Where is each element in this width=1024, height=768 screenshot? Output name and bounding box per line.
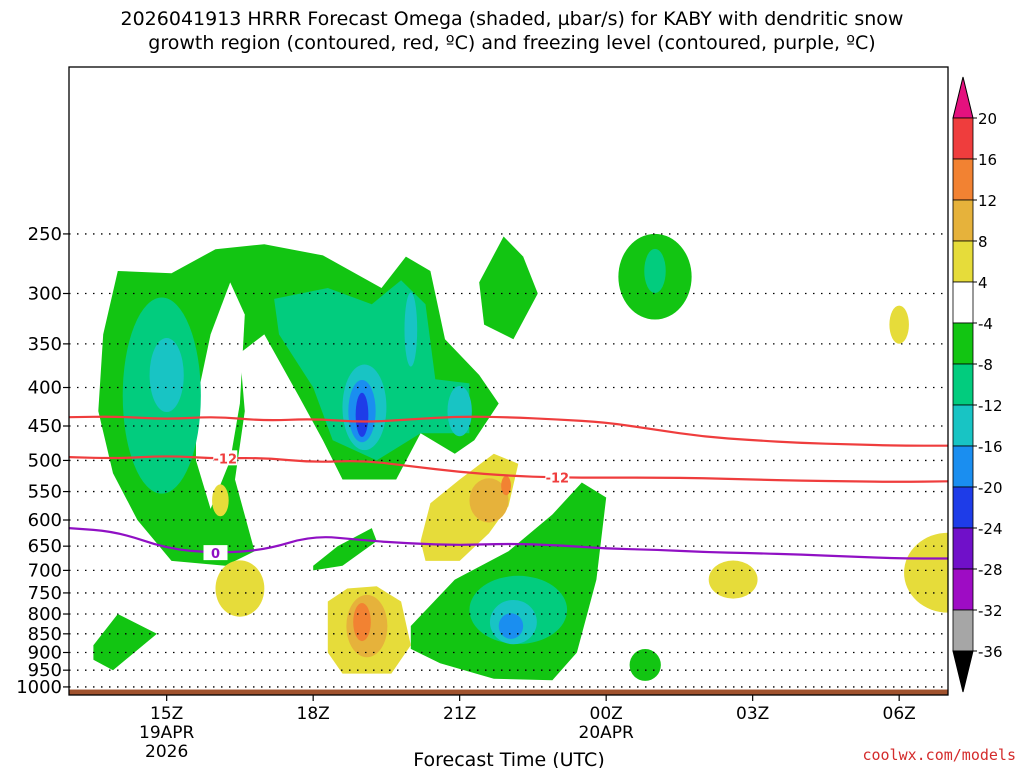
subsidence-12-19z	[353, 603, 371, 642]
colorbar-segment	[952, 486, 974, 529]
y-axis: 2503003504004505005506006507007508008509…	[16, 224, 69, 698]
subsidence-8-21z	[469, 478, 509, 523]
y-tick-label: 900	[28, 643, 62, 664]
colorbar-tick-label: -16	[978, 438, 1003, 456]
contour-label-bg	[213, 450, 238, 466]
colorbar-tick-label: -20	[978, 479, 1003, 497]
omega-minus16-east	[447, 385, 472, 437]
colorbar-segment	[952, 568, 974, 611]
y-tick-label: 700	[28, 560, 62, 581]
omega-minus24-core	[355, 392, 369, 438]
y-tick-label: 850	[28, 624, 62, 645]
colorbar-segment	[952, 199, 974, 242]
colorbar-tick-label: -32	[978, 602, 1003, 620]
colorbar-tick-label: -28	[978, 561, 1003, 579]
colorbar-segment	[952, 240, 974, 283]
x-tick-label: 18Z	[297, 704, 330, 724]
ground-layer	[69, 689, 948, 695]
colorbar-tick-label: 20	[978, 110, 997, 128]
ascent-patch-18z	[313, 528, 377, 571]
contour-label: -12	[214, 452, 238, 467]
colorbar-bottom-arrow	[952, 650, 974, 693]
colorbar-segment	[952, 404, 974, 447]
subsidence-patch-06z	[889, 305, 909, 344]
y-tick-label: 450	[28, 416, 62, 437]
contour-label: -12	[546, 472, 570, 487]
y-tick-label: 800	[28, 604, 62, 625]
red-contour-line	[69, 455, 948, 483]
ground-surface	[69, 689, 948, 695]
ascent-patch-lower-west	[93, 614, 157, 671]
colorbar-segment	[952, 281, 974, 324]
omega-minus16-upper	[404, 292, 418, 367]
x-tick-label: 15Z	[150, 704, 183, 724]
colorbar-tick-label: -12	[978, 397, 1003, 415]
colorbar-segment	[952, 117, 974, 160]
y-tick-label: 950	[28, 660, 62, 681]
colorbar-tick-label: 12	[978, 192, 997, 210]
colorbar-segment	[952, 445, 974, 488]
colorbar-tick-label: 4	[978, 274, 988, 292]
colorbar-tick-label: -4	[978, 315, 993, 333]
ascent-patch-upper-east	[479, 236, 538, 340]
colorbar-tick-label: -24	[978, 520, 1003, 538]
weak-omega-pocket	[196, 282, 245, 509]
x-tick-date-label: 2026	[145, 742, 188, 762]
colorbar-tick-label: -8	[978, 356, 993, 374]
purple-contour-line	[69, 527, 948, 560]
x-tick-label: 00Z	[590, 704, 623, 724]
y-tick-label: 250	[28, 224, 62, 245]
colorbar-segment	[952, 527, 974, 570]
subsidence-patch-17z	[215, 560, 265, 617]
y-tick-label: 1000	[16, 677, 62, 698]
ascent-patch-small	[629, 649, 661, 681]
colorbar-top-arrow	[952, 76, 974, 119]
omega-minus12-00z	[644, 248, 666, 294]
red-contour-line	[69, 415, 948, 447]
y-tick-label: 600	[28, 510, 62, 531]
contour-label: 0	[211, 547, 220, 562]
y-tick-label: 750	[28, 583, 62, 604]
subsidence-patch-01z	[708, 560, 758, 599]
colorbar: 20 16 12 8 4 -4 -8 -12 -16 -20 -24 -28 -32 -36	[952, 76, 1003, 693]
colorbar-segment	[952, 363, 974, 406]
contour-label-bg	[545, 469, 570, 485]
watermark: coolwx.com/models	[862, 746, 1016, 764]
y-tick-label: 500	[28, 450, 62, 471]
x-tick-label: 03Z	[736, 704, 769, 724]
x-axis-label: Forecast Time (UTC)	[413, 749, 604, 768]
y-tick-label: 350	[28, 334, 62, 355]
colorbar-tick-label: 8	[978, 233, 988, 251]
omega-shading	[93, 233, 948, 681]
colorbar-tick-label: 16	[978, 151, 997, 169]
contour-label-bg	[203, 545, 228, 561]
y-tick-label: 650	[28, 536, 62, 557]
y-tick-label: 550	[28, 482, 62, 503]
contour-labels: -12 -12 0	[203, 450, 570, 562]
plot-frame	[68, 66, 949, 696]
temperature-contours	[69, 415, 948, 560]
y-tick-label: 300	[28, 284, 62, 305]
chart-title-line-1: 2026041913 HRRR Forecast Omega (shaded, …	[120, 8, 904, 30]
subsidence-12-21z	[501, 475, 511, 496]
subsidence-patch-east-edge	[904, 532, 948, 613]
y-tick-label: 400	[28, 378, 62, 399]
x-tick-date-label: 20APR	[579, 723, 635, 743]
omega-minus16-west	[149, 337, 184, 413]
x-tick-label: 21Z	[443, 704, 476, 724]
colorbar-segment	[952, 322, 974, 365]
subsidence-patch-small	[212, 484, 229, 517]
chart-title-line-2: growth region (contoured, red, ºC) and f…	[148, 32, 876, 54]
colorbar-tick-label: -36	[978, 643, 1003, 661]
colorbar-segment	[952, 609, 974, 652]
x-tick-label: 06Z	[883, 704, 916, 724]
x-tick-date-label: 19APR	[139, 723, 195, 743]
colorbar-segment	[952, 158, 974, 201]
omega-minus20-lower	[498, 613, 524, 639]
